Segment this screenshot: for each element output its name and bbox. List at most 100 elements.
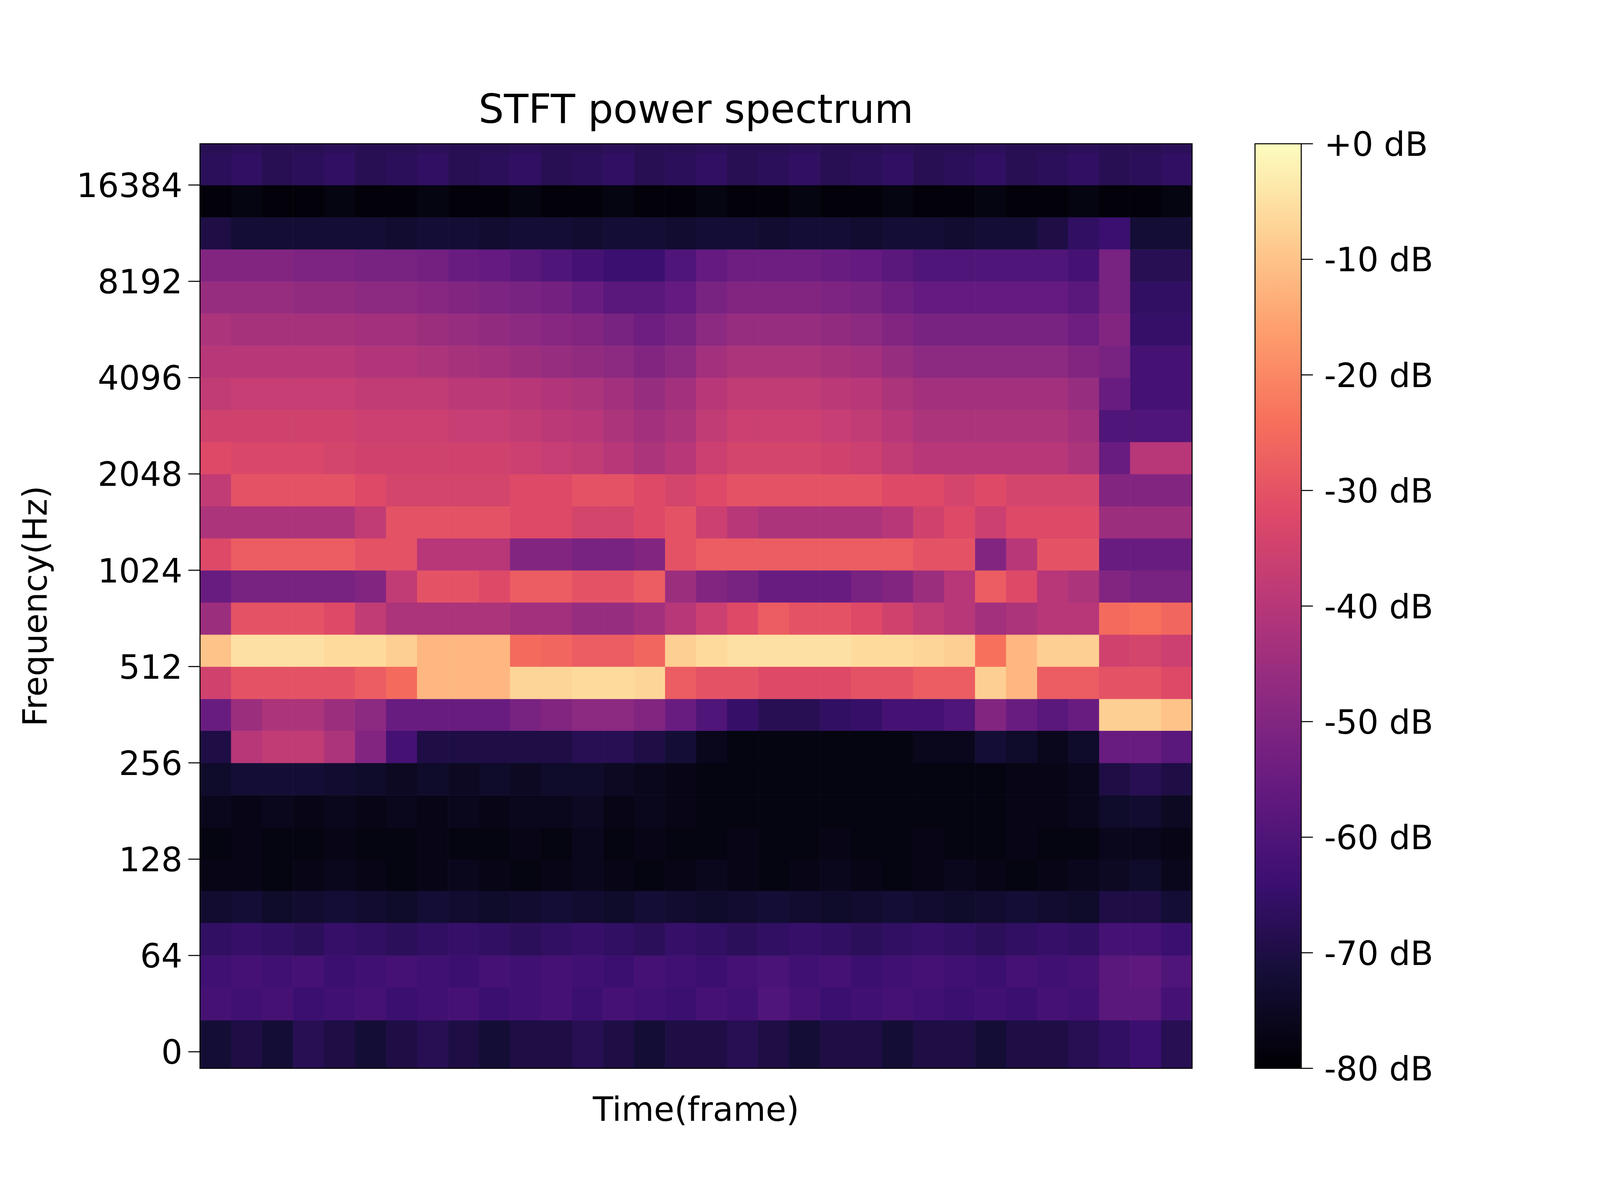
cell — [696, 955, 728, 988]
cell — [851, 538, 883, 571]
cell — [200, 955, 232, 988]
cell — [975, 506, 1007, 539]
cell — [479, 441, 511, 475]
cell — [912, 506, 945, 539]
cell — [447, 377, 480, 410]
cell — [1006, 185, 1038, 218]
cell — [727, 570, 759, 603]
cell — [944, 185, 976, 218]
cell — [975, 890, 1007, 923]
cell — [324, 217, 356, 250]
cell — [789, 890, 821, 923]
cell — [230, 281, 263, 314]
cell — [1037, 827, 1069, 860]
cell — [696, 987, 728, 1021]
cell — [355, 313, 387, 346]
cell — [385, 377, 418, 410]
cell — [417, 795, 449, 828]
cell — [789, 762, 821, 796]
cell — [851, 666, 883, 700]
cell — [200, 345, 232, 378]
cell — [757, 730, 790, 763]
cell — [944, 538, 976, 571]
cell — [324, 859, 356, 891]
cell — [262, 922, 294, 956]
cell — [385, 409, 418, 443]
cell — [447, 409, 480, 443]
cell — [789, 602, 821, 635]
cell — [634, 795, 666, 828]
cell — [540, 827, 573, 860]
cell — [882, 538, 914, 571]
cell — [200, 762, 232, 796]
cell — [1067, 377, 1100, 410]
cell — [447, 345, 480, 378]
cell — [912, 859, 945, 891]
cell — [757, 281, 790, 314]
cell — [602, 987, 635, 1021]
cell — [1037, 409, 1069, 443]
cell — [602, 409, 635, 443]
y-tick — [188, 184, 200, 186]
cell — [757, 441, 790, 475]
cell — [820, 762, 852, 796]
cell — [757, 922, 790, 956]
cell — [696, 827, 728, 860]
cell — [1037, 185, 1069, 218]
cell — [820, 143, 852, 154]
cell — [757, 152, 790, 186]
cell — [1161, 762, 1193, 796]
cell — [262, 538, 294, 571]
cell — [944, 281, 976, 314]
cell — [230, 217, 263, 250]
cell — [1130, 698, 1162, 731]
cell — [882, 634, 914, 668]
cell — [727, 441, 759, 475]
cell — [292, 570, 325, 603]
cell — [1130, 602, 1162, 635]
colorbar-tick — [1301, 374, 1313, 376]
cell — [385, 538, 418, 571]
cell — [1067, 762, 1100, 796]
cell — [820, 152, 852, 186]
cell — [851, 473, 883, 507]
cell — [324, 143, 356, 154]
cell — [602, 922, 635, 956]
cell — [789, 281, 821, 314]
cell — [1006, 152, 1038, 186]
cell — [385, 827, 418, 860]
cell — [355, 890, 387, 923]
cell — [602, 698, 635, 731]
cell — [1099, 890, 1131, 923]
cell — [696, 634, 728, 668]
cell — [540, 538, 573, 571]
cell — [975, 602, 1007, 635]
cell — [200, 634, 232, 668]
cell — [634, 890, 666, 923]
cell — [355, 634, 387, 668]
cell — [665, 281, 697, 314]
cell — [944, 409, 976, 443]
cell — [1006, 473, 1038, 507]
cell — [602, 281, 635, 314]
cell — [696, 538, 728, 571]
cell — [385, 313, 418, 346]
cell — [1099, 313, 1131, 346]
cell — [200, 281, 232, 314]
cell — [820, 827, 852, 860]
cell — [572, 795, 604, 828]
cell — [1006, 795, 1038, 828]
cell — [200, 143, 232, 154]
cell — [975, 377, 1007, 410]
cell — [851, 409, 883, 443]
y-tick-label: 0 — [161, 1032, 183, 1072]
cell — [944, 377, 976, 410]
cell — [292, 345, 325, 378]
cell — [292, 377, 325, 410]
cell — [944, 602, 976, 635]
cell — [634, 698, 666, 731]
cell — [262, 249, 294, 282]
cell — [355, 795, 387, 828]
cell — [292, 827, 325, 860]
cell — [696, 185, 728, 218]
